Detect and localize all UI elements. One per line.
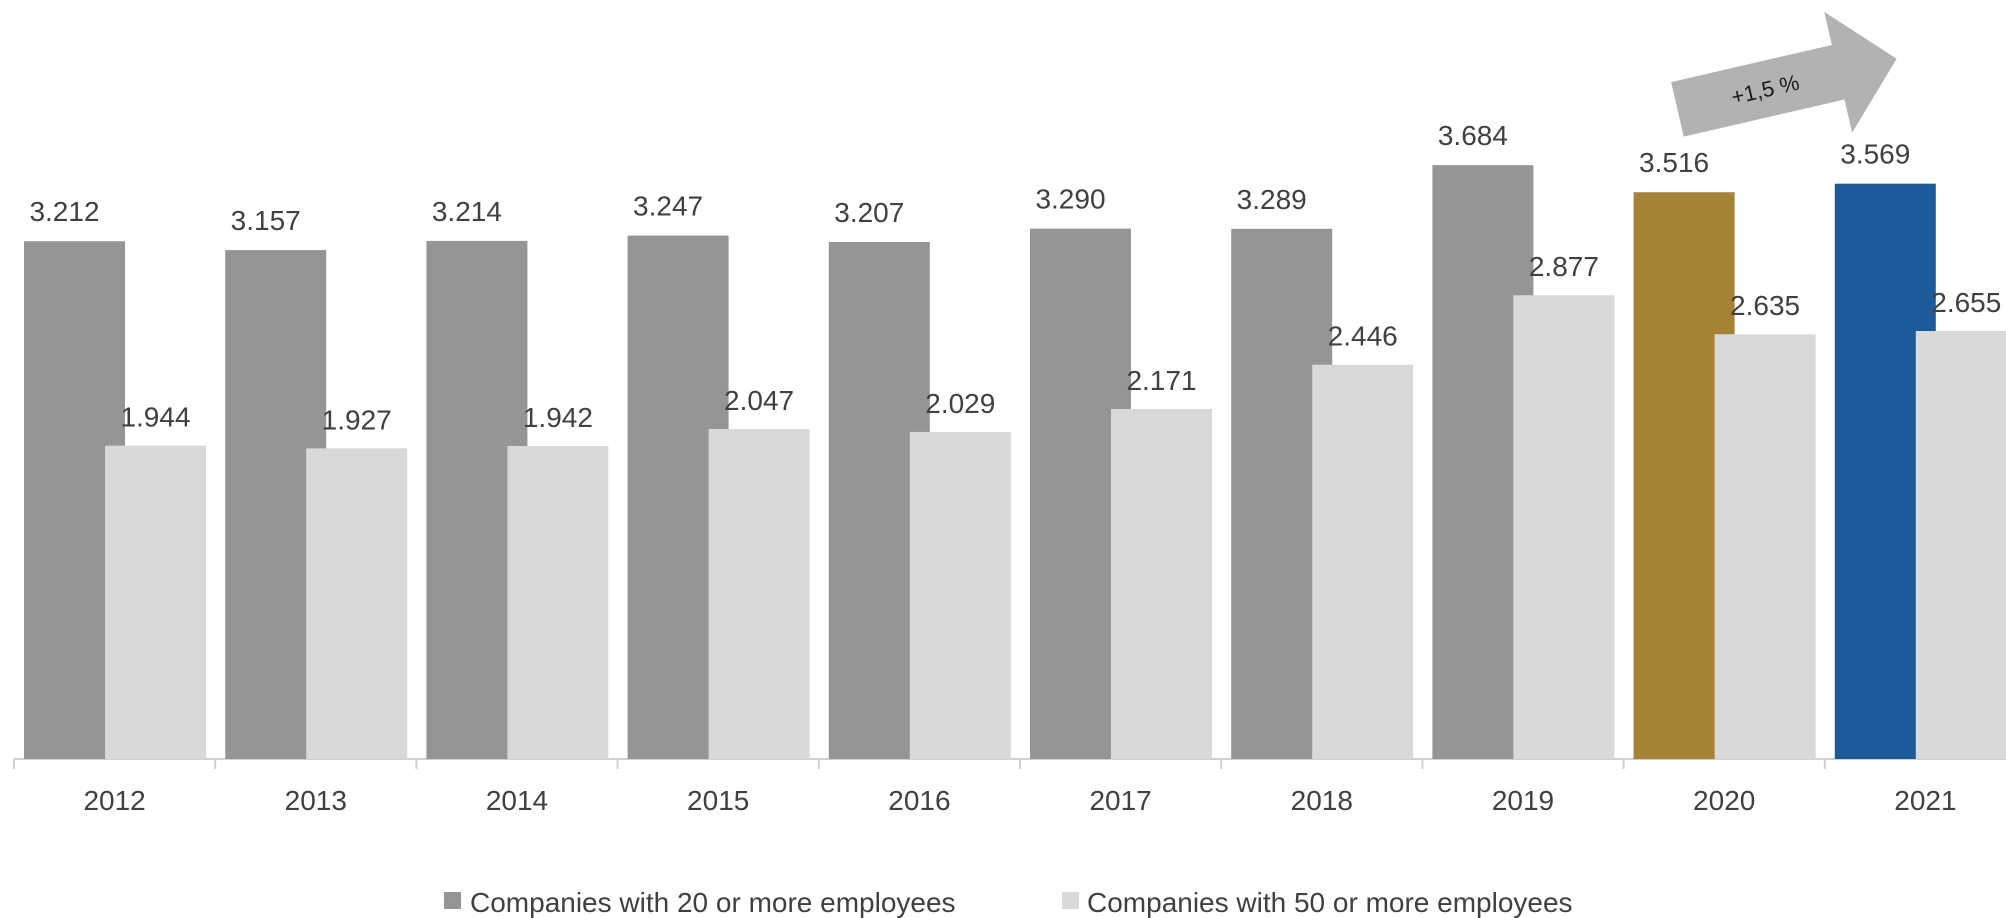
data-label-50-plus-2013: 1.927	[322, 404, 392, 435]
x-tick-label-2017: 2017	[1089, 785, 1151, 816]
legend-label-50-plus: Companies with 50 or more employees	[1087, 887, 1573, 918]
data-label-20-plus-2020: 3.516	[1639, 147, 1709, 178]
data-label-20-plus-2012: 3.212	[29, 196, 99, 227]
bar-50-plus-2015	[708, 429, 810, 759]
x-tick-label-2013: 2013	[285, 785, 347, 816]
x-tick-label-2021: 2021	[1894, 785, 1956, 816]
legend: Companies with 20 or more employees Compa…	[444, 887, 1573, 918]
bar-50-plus-2021	[1915, 331, 2006, 759]
data-label-50-plus-2014: 1.942	[523, 402, 593, 433]
bar-50-plus-2017	[1111, 409, 1212, 759]
x-tick-label-2016: 2016	[888, 785, 950, 816]
data-label-20-plus-2017: 3.290	[1035, 184, 1105, 215]
bar-50-plus-2012	[105, 445, 206, 759]
data-label-20-plus-2013: 3.157	[231, 205, 301, 236]
data-label-20-plus-2019: 3.684	[1438, 120, 1508, 151]
x-tick-label-2015: 2015	[687, 785, 749, 816]
legend-swatch-50-plus	[1062, 892, 1079, 909]
data-label-50-plus-2015: 2.047	[724, 385, 794, 416]
x-tick-label-2020: 2020	[1693, 785, 1755, 816]
x-tick-label-2018: 2018	[1291, 785, 1353, 816]
bar-50-plus-2019	[1513, 295, 1615, 759]
growth-arrow: +1,5 %	[1671, 11, 1897, 137]
bar-50-plus-2014	[507, 445, 609, 759]
x-tick-label-2014: 2014	[486, 785, 548, 816]
legend-swatch-20-plus	[444, 892, 461, 909]
data-label-50-plus-2019: 2.877	[1529, 251, 1599, 282]
legend-label-20-plus: Companies with 20 or more employees	[470, 887, 956, 918]
data-label-50-plus-2021: 2.655	[1931, 287, 2001, 318]
bar-50-plus-2013	[306, 448, 408, 759]
data-label-20-plus-2014: 3.214	[432, 196, 502, 227]
data-label-20-plus-2016: 3.207	[834, 197, 904, 228]
data-label-50-plus-2020: 2.635	[1730, 290, 1800, 321]
data-label-50-plus-2016: 2.029	[925, 388, 995, 419]
data-label-20-plus-2021: 3.569	[1840, 139, 1910, 170]
data-label-20-plus-2015: 3.247	[633, 191, 703, 222]
bar-50-plus-2018	[1312, 364, 1414, 759]
x-tick-label-2012: 2012	[83, 785, 145, 816]
bar-50-plus-2016	[909, 431, 1011, 759]
data-label-50-plus-2018: 2.446	[1328, 321, 1398, 352]
data-label-20-plus-2018: 3.289	[1237, 184, 1307, 215]
data-labels: 3.212 1.944 3.157 1.927 3.214 1.942 3.247 2.047…	[29, 120, 2001, 435]
x-tick-label-2019: 2019	[1492, 785, 1554, 816]
arrow-icon	[1671, 11, 1897, 137]
x-tick-labels: 2012 2013 2014 2015 2016 2017 2018 2019 2020 2021	[83, 785, 1956, 816]
growth-annotation: +1,5 %	[1671, 11, 1897, 137]
bars	[24, 165, 2006, 760]
x-axis	[13, 758, 2006, 769]
data-label-50-plus-2017: 2.171	[1126, 365, 1196, 396]
data-label-50-plus-2012: 1.944	[120, 402, 190, 433]
bar-50-plus-2020	[1714, 334, 1816, 759]
